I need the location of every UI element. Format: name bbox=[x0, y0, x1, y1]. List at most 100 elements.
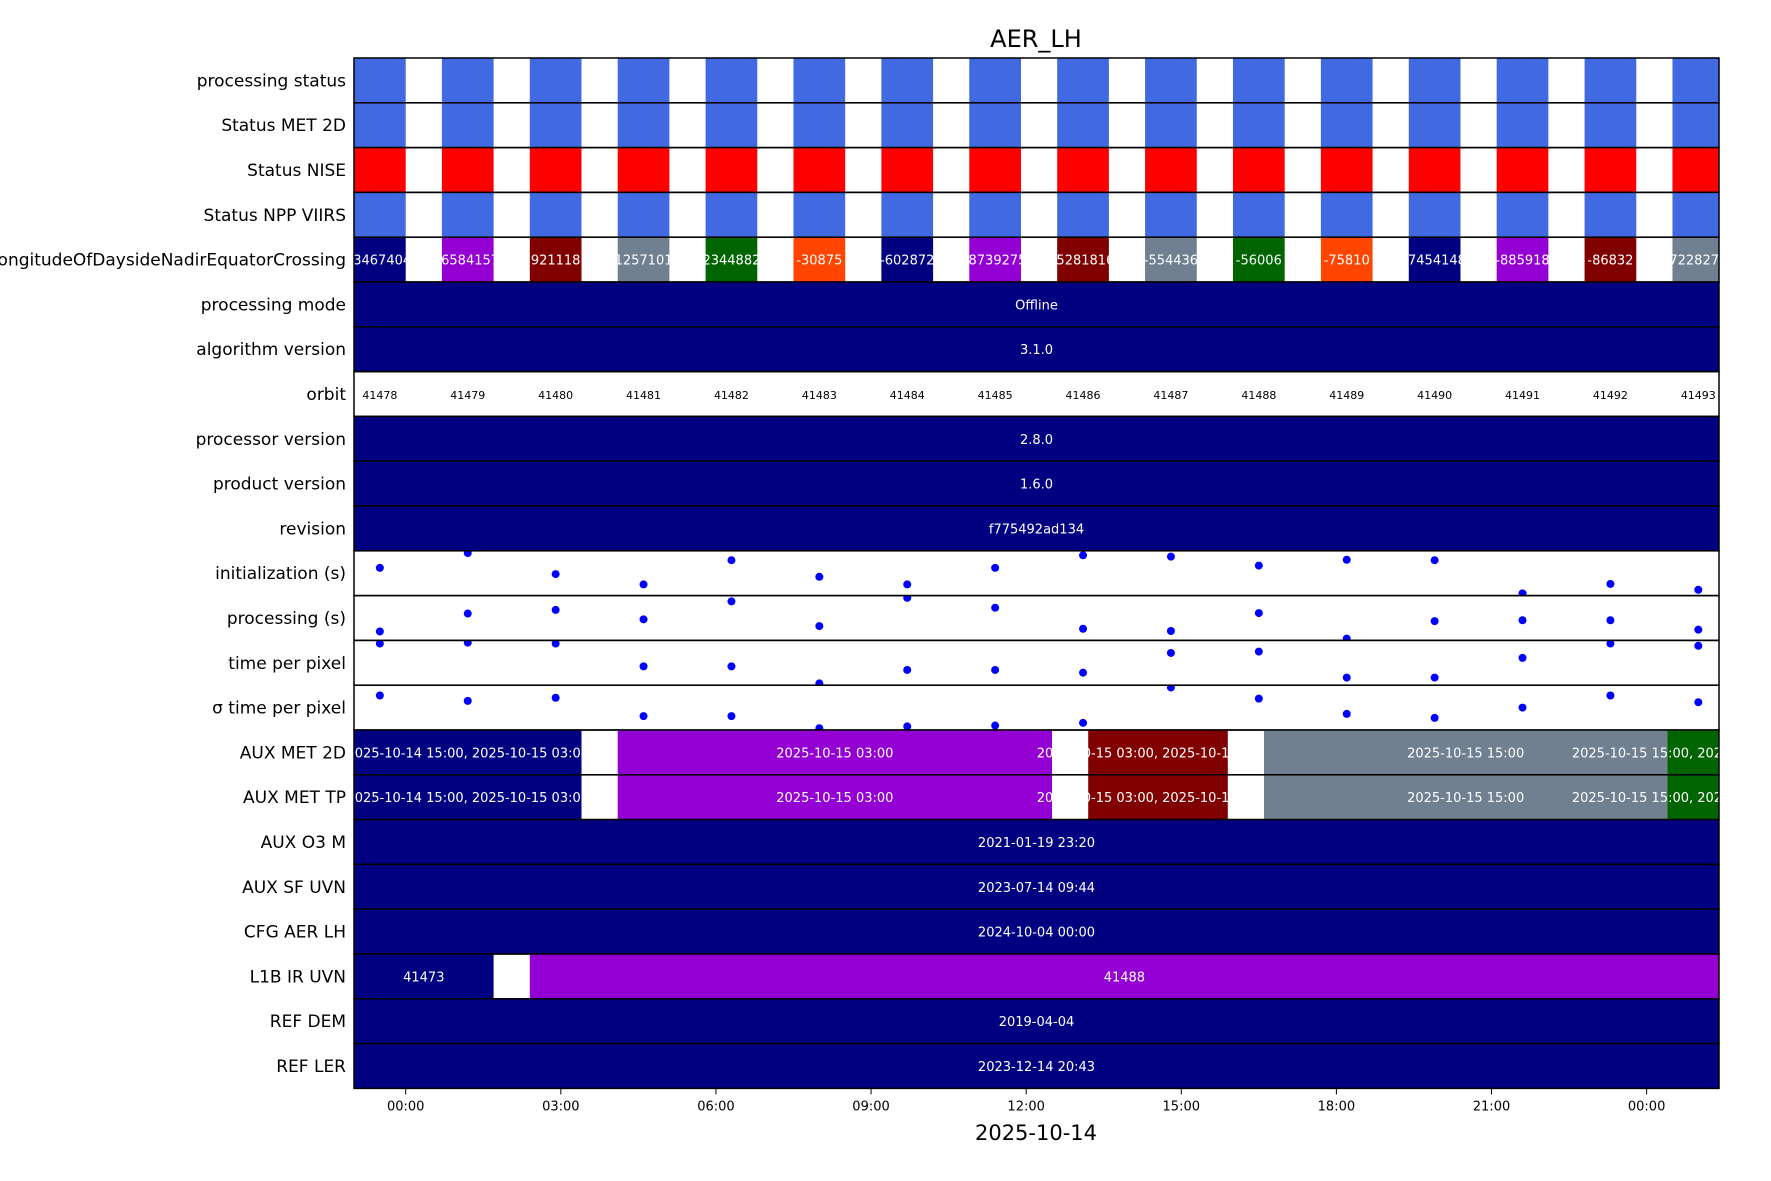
row-label: orbit bbox=[306, 385, 346, 405]
span-bar bbox=[354, 730, 582, 775]
row-14: σ time per pixel bbox=[212, 684, 1720, 731]
row-content: 2.8.0 bbox=[354, 416, 1719, 462]
row-label: processor version bbox=[196, 430, 346, 450]
granule-bar bbox=[881, 192, 934, 238]
data-point bbox=[639, 712, 648, 721]
granule-value: -56006 bbox=[1236, 254, 1282, 269]
orbit-label: 41491 bbox=[1505, 389, 1540, 402]
row-content: 2025-10-14 15:00, 2025-10-15 03:00 2025-1… bbox=[354, 774, 1719, 820]
row-5: Offline processing mode bbox=[201, 281, 1720, 328]
granule-bar bbox=[617, 192, 670, 238]
x-tick-label: 12:00 bbox=[1007, 1099, 1044, 1114]
data-point bbox=[1430, 556, 1439, 565]
span-bar bbox=[617, 730, 1053, 775]
granule-value: -3467404 bbox=[349, 254, 412, 269]
granule-bar bbox=[1232, 58, 1285, 103]
row-content: 41478 41479 41480 41481 41482 41483 41484 41485… bbox=[362, 389, 1715, 402]
granule-bar bbox=[1232, 192, 1285, 238]
data-point bbox=[1254, 647, 1263, 656]
data-point bbox=[463, 550, 472, 558]
x-tick-label: 00:00 bbox=[387, 1099, 424, 1114]
granule-bar bbox=[354, 237, 406, 282]
granule-value: 412571018 bbox=[606, 254, 680, 269]
granule-bar bbox=[705, 192, 758, 238]
span-label: 3.1.0 bbox=[1020, 343, 1053, 358]
granule-bar bbox=[1672, 147, 1719, 193]
x-axis: 00:00 03:00 06:00 09:00 12:00 15:00 18:00 21:00… bbox=[387, 1088, 1665, 1114]
row-9: 1.6.0 product version bbox=[213, 460, 1720, 507]
span-label: 2.8.0 bbox=[1020, 433, 1053, 448]
span-label: 2025-10-15 15:00 bbox=[1407, 791, 1524, 806]
data-point bbox=[727, 662, 736, 671]
granule-bar bbox=[1672, 192, 1719, 238]
row-content: 2021-01-19 23:20 bbox=[354, 819, 1719, 865]
span-bar bbox=[1264, 774, 1668, 820]
data-point bbox=[1342, 673, 1351, 682]
row-2: Status NISE bbox=[247, 146, 1720, 194]
span-bar bbox=[354, 326, 1719, 372]
granule-bar bbox=[705, 58, 758, 103]
data-point bbox=[1518, 589, 1527, 596]
span-bar bbox=[1088, 730, 1228, 775]
row-12: processing (s) bbox=[227, 594, 1720, 642]
row-label: REF LER bbox=[276, 1057, 346, 1077]
orbit-label: 41483 bbox=[802, 389, 837, 402]
granule-bar bbox=[529, 58, 582, 103]
granule-bar bbox=[1145, 237, 1197, 282]
row-content: 2025-10-14 15:00, 2025-10-15 03:00 2025-1… bbox=[354, 730, 1719, 775]
row-label: LongitudeOfDaysideNadirEquatorCrossing bbox=[0, 251, 346, 271]
granule-bar bbox=[793, 147, 846, 193]
row-content: 2024-10-04 00:00 bbox=[354, 909, 1719, 954]
row-content bbox=[354, 58, 1719, 103]
span-label: 2025-10-15 03:00, 2025-10-15 15:00 bbox=[1037, 791, 1280, 806]
data-point bbox=[1342, 709, 1351, 718]
span-label: 2025-10-15 03:00, 2025-10-15 15:00 bbox=[1037, 746, 1280, 761]
span-label: 2025-10-15 03:00 bbox=[776, 746, 893, 761]
row-content bbox=[375, 685, 1703, 731]
granule-bar bbox=[705, 102, 758, 148]
span-label: 2021-01-19 23:20 bbox=[978, 836, 1095, 851]
orbit-label: 41479 bbox=[450, 389, 485, 402]
data-point bbox=[375, 640, 384, 648]
granule-value: -602872 bbox=[880, 254, 934, 269]
row-label: processing (s) bbox=[227, 609, 346, 629]
data-point bbox=[991, 721, 1000, 730]
x-tick-label: 09:00 bbox=[852, 1099, 889, 1114]
row-6: 3.1.0 algorithm version bbox=[196, 326, 1720, 373]
row-label: AUX O3 M bbox=[261, 833, 346, 853]
granule-bar bbox=[354, 58, 406, 103]
data-point bbox=[1518, 616, 1527, 625]
span-bar bbox=[354, 819, 1719, 865]
span-bar bbox=[354, 282, 1719, 327]
row-0: processing status bbox=[197, 57, 1720, 104]
granule-value: 023448825 bbox=[694, 254, 768, 269]
granule-bar bbox=[1584, 147, 1637, 193]
orbit-label: 41480 bbox=[538, 389, 573, 402]
data-point bbox=[375, 691, 384, 700]
row-label: σ time per pixel bbox=[212, 699, 346, 719]
granule-value: -75810 bbox=[1324, 254, 1370, 269]
granule-bar bbox=[1057, 237, 1109, 282]
row-content: -3467404 -6584157 79211183 412571018 0234488… bbox=[349, 237, 1719, 282]
row-13: time per pixel bbox=[228, 639, 1720, 686]
granule-bar bbox=[617, 58, 670, 103]
row-22: 2023-12-14 20:43 REF LER bbox=[276, 1042, 1720, 1090]
data-point bbox=[727, 597, 736, 606]
row-20: 41473 41488 L1B IR UVN bbox=[250, 953, 1720, 1000]
data-point bbox=[463, 640, 472, 647]
row-label: L1B IR UVN bbox=[250, 967, 346, 987]
granule-bar bbox=[1145, 147, 1197, 193]
x-tick-label: 00:00 bbox=[1628, 1099, 1665, 1114]
span-label: 2025-10-15 03:00 bbox=[776, 791, 893, 806]
row-label: algorithm version bbox=[196, 340, 346, 360]
data-point bbox=[727, 556, 736, 565]
x-tick-label: 06:00 bbox=[697, 1099, 734, 1114]
row-content bbox=[375, 550, 1703, 596]
data-point bbox=[375, 627, 384, 636]
row-21: 2019-04-04 REF DEM bbox=[270, 998, 1720, 1045]
span-label: 2019-04-04 bbox=[999, 1015, 1075, 1030]
span-label: 2024-10-04 00:00 bbox=[978, 926, 1095, 941]
data-point bbox=[551, 640, 560, 648]
span-label: 2023-12-14 20:43 bbox=[978, 1060, 1095, 1075]
granule-bar bbox=[1672, 237, 1719, 282]
